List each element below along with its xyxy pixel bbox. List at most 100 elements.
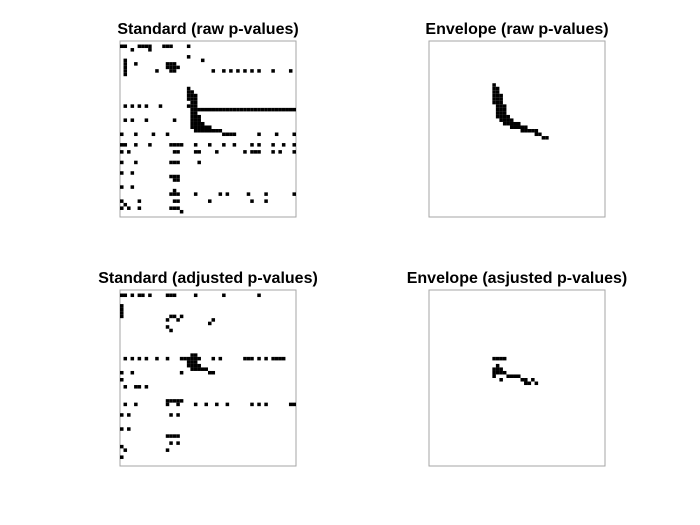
nonzero-cell bbox=[225, 402, 230, 407]
nonzero-cell bbox=[197, 367, 201, 371]
nonzero-cell bbox=[208, 129, 212, 133]
nonzero-cell bbox=[232, 143, 237, 147]
nonzero-cell bbox=[197, 107, 201, 112]
nonzero-cell bbox=[190, 125, 194, 129]
nonzero-cell bbox=[130, 48, 135, 52]
nonzero-cell bbox=[190, 93, 194, 98]
nonzero-cell bbox=[176, 143, 180, 147]
nonzero-cell bbox=[200, 129, 205, 133]
nonzero-cell bbox=[232, 107, 237, 112]
nonzero-cell bbox=[193, 129, 198, 133]
nonzero-cell bbox=[222, 132, 226, 137]
nonzero-cell bbox=[148, 293, 152, 298]
nonzero-cell bbox=[197, 160, 201, 165]
nonzero-cell bbox=[169, 413, 173, 417]
nonzero-cell bbox=[257, 132, 261, 137]
nonzero-cell bbox=[197, 150, 201, 154]
nonzero-cell bbox=[250, 199, 254, 203]
nonzero-cell bbox=[218, 107, 223, 112]
nonzero-cell bbox=[253, 107, 258, 112]
chart-title: Envelope (raw p-values) bbox=[425, 21, 608, 38]
nonzero-cell bbox=[165, 448, 170, 452]
nonzero-cell bbox=[172, 206, 177, 210]
nonzero-cell bbox=[243, 150, 247, 154]
nonzero-cell bbox=[211, 318, 216, 322]
nonzero-cell bbox=[123, 143, 128, 147]
nonzero-cell bbox=[165, 65, 170, 70]
nonzero-cell bbox=[179, 314, 184, 319]
nonzero-cell bbox=[527, 381, 532, 386]
nonzero-cell bbox=[176, 192, 180, 196]
nonzero-cell bbox=[499, 367, 503, 371]
nonzero-cell bbox=[292, 107, 296, 112]
nonzero-cell bbox=[502, 118, 507, 122]
nonzero-cell bbox=[137, 104, 142, 108]
nonzero-cell bbox=[193, 402, 198, 407]
nonzero-cell bbox=[169, 441, 173, 445]
nonzero-cell bbox=[190, 111, 194, 115]
nonzero-cell bbox=[120, 199, 124, 203]
nonzero-cell bbox=[271, 69, 275, 73]
nonzero-cell bbox=[172, 178, 177, 182]
nonzero-cell bbox=[292, 132, 296, 137]
nonzero-cell bbox=[204, 367, 208, 371]
nonzero-cell bbox=[243, 356, 247, 361]
nonzero-cell bbox=[123, 58, 128, 63]
nonzero-cell bbox=[204, 402, 208, 407]
nonzero-cell bbox=[123, 118, 128, 122]
nonzero-cell bbox=[176, 150, 180, 154]
nonzero-cell bbox=[538, 132, 542, 137]
nonzero-cell bbox=[225, 132, 230, 137]
nonzero-cell bbox=[257, 143, 261, 147]
nonzero-cell bbox=[120, 311, 124, 315]
nonzero-cell bbox=[123, 293, 128, 298]
nonzero-cell bbox=[120, 160, 124, 165]
nonzero-cell bbox=[172, 69, 177, 73]
nonzero-cell bbox=[120, 370, 124, 375]
nonzero-cell bbox=[172, 62, 177, 66]
nonzero-cell bbox=[137, 293, 142, 298]
nonzero-cell bbox=[495, 97, 500, 101]
nonzero-cell bbox=[120, 314, 124, 319]
nonzero-cell bbox=[193, 118, 198, 122]
nonzero-cell bbox=[208, 321, 212, 326]
nonzero-cell bbox=[130, 171, 135, 175]
nonzero-cell bbox=[499, 107, 503, 112]
nonzero-cell bbox=[534, 381, 539, 386]
nonzero-cell bbox=[520, 378, 525, 382]
nonzero-cell bbox=[292, 192, 296, 196]
nonzero-cell bbox=[264, 356, 268, 361]
nonzero-cell bbox=[509, 118, 514, 122]
nonzero-cell bbox=[250, 143, 254, 147]
nonzero-cell bbox=[218, 129, 223, 133]
nonzero-cell bbox=[169, 293, 173, 298]
nonzero-cell bbox=[120, 185, 124, 189]
nonzero-cell bbox=[204, 129, 208, 133]
nonzero-cell bbox=[215, 107, 219, 112]
nonzero-cell bbox=[506, 114, 510, 119]
nonzero-cell bbox=[193, 150, 198, 154]
nonzero-cell bbox=[134, 385, 138, 389]
nonzero-cell bbox=[215, 129, 219, 133]
nonzero-cell bbox=[123, 65, 128, 70]
nonzero-cell bbox=[545, 136, 549, 140]
nonzero-cell bbox=[243, 69, 247, 73]
nonzero-cell bbox=[120, 413, 124, 417]
nonzero-cell bbox=[495, 93, 500, 98]
nonzero-cell bbox=[137, 385, 142, 389]
nonzero-cell bbox=[285, 107, 289, 112]
nonzero-cell bbox=[186, 360, 191, 364]
chart-title: Standard (raw p-values) bbox=[117, 21, 298, 38]
nonzero-cell bbox=[190, 97, 194, 101]
nonzero-cell bbox=[495, 356, 500, 361]
nonzero-cell bbox=[127, 150, 131, 154]
nonzero-cell bbox=[169, 65, 173, 70]
nonzero-cell bbox=[162, 44, 166, 49]
nonzero-cell bbox=[204, 107, 208, 112]
nonzero-cell bbox=[130, 370, 135, 375]
nonzero-cell bbox=[155, 69, 159, 73]
nonzero-cell bbox=[197, 125, 201, 129]
nonzero-cell bbox=[264, 199, 268, 203]
nonzero-cell bbox=[169, 143, 173, 147]
nonzero-cell bbox=[509, 121, 514, 126]
